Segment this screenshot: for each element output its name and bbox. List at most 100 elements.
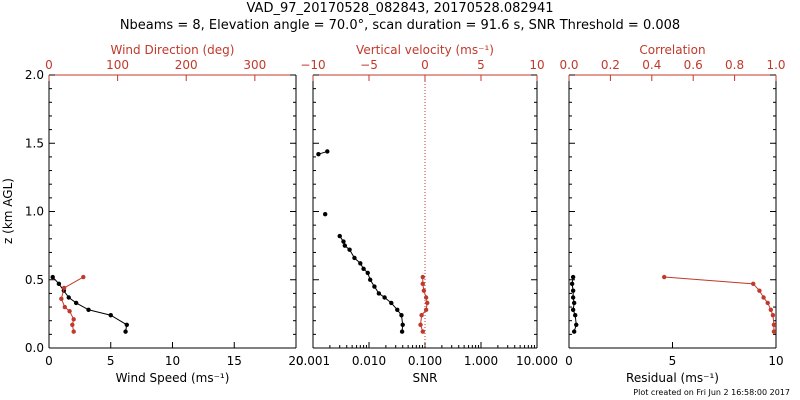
panel1-xtick-label: 0.100 <box>408 354 442 368</box>
panel1-xtick-label: 0.010 <box>352 354 386 368</box>
panel0-series-1-point <box>70 322 75 327</box>
panel1-series-2-point <box>361 266 366 272</box>
panel1-xtick-label: 10.000 <box>516 354 558 368</box>
chart-title-line2: Nbeams = 8, Elevation angle = 70.0°, sca… <box>119 18 681 33</box>
panel2-series-0-point <box>571 329 577 334</box>
panel0-top-xtick-label: 300 <box>243 58 266 72</box>
panel0-top-xtick-label: 200 <box>175 58 198 72</box>
panel1-series-2-point <box>395 307 400 312</box>
panel1-top-xtick-label: −10 <box>300 58 325 72</box>
panel2-series-1-line <box>664 276 775 332</box>
panel2-series-1-point <box>757 288 762 293</box>
panel2-series-1-point <box>751 281 756 287</box>
panel2-series-1-point <box>662 274 667 280</box>
panel2-xtick-label: 10 <box>768 354 783 368</box>
panel2-series-0-point <box>570 274 576 280</box>
panel2-series-1-point <box>770 313 776 318</box>
panel0-series-1-point <box>59 296 64 302</box>
panel2-xlabel: Residual (ms⁻¹) <box>626 371 719 385</box>
panel0-series-1-point <box>67 308 72 314</box>
panel2-xtick-label: 0 <box>565 354 573 368</box>
panel0-series-0-point <box>66 295 71 300</box>
panel0-series-1-point <box>71 317 76 322</box>
y-tick-label: 1.5 <box>25 136 44 150</box>
panel1-top-xtick-label: −5 <box>360 58 378 72</box>
panel1-series-1-point <box>322 212 328 217</box>
chart-title-line1: VAD_97_20170528_082843, 20170528.082941 <box>246 1 554 16</box>
panel1-series-3-point <box>418 322 423 327</box>
panel0-series-1-point <box>62 304 67 310</box>
panel1-series-2-point <box>342 243 348 248</box>
panel2-series-0-point <box>571 300 577 306</box>
panel1-top-xlabel: Vertical velocity (ms⁻¹) <box>356 43 494 57</box>
panel0-series-0-point <box>124 322 130 327</box>
panel0-xlabel: Wind Speed (ms⁻¹) <box>116 371 230 385</box>
panel1-series-2-point <box>365 270 370 276</box>
panel1-series-2-point <box>389 300 394 306</box>
panel0-xtick-label: 5 <box>107 354 115 368</box>
panel2-top-xtick-label: 0.4 <box>642 58 661 72</box>
panel1-series-3-point <box>421 288 427 293</box>
panel2-series-0-point <box>573 313 578 318</box>
panel1-xlabel: SNR <box>413 371 438 385</box>
y-tick-label: 0.0 <box>25 341 44 355</box>
panel0-xtick-label: 0 <box>45 354 53 368</box>
panel1-series-2-point <box>367 277 373 282</box>
panel1-series-3-point <box>420 274 425 280</box>
panel0-series-0-point <box>86 307 91 312</box>
panel1-xtick-label: 1.000 <box>464 354 498 368</box>
panel0-series-0-point <box>56 281 62 287</box>
panel0-top-xtick-label: 100 <box>106 58 129 72</box>
panel1-series-2-point <box>341 239 346 244</box>
panel2-series-0-point <box>574 322 579 327</box>
panel0-top-xtick-label: 0 <box>45 58 53 72</box>
panel1-top-xtick-label: 5 <box>477 58 485 72</box>
panel1-series-2-point <box>399 329 405 334</box>
panel2-top-xtick-label: 0.2 <box>601 58 620 72</box>
panel0-xtick-label: 20 <box>288 354 303 368</box>
panel1-series-0-point <box>316 151 321 157</box>
plot-created-footer: Plot created on Fri Jun 2 16:58:00 2017 <box>633 388 790 397</box>
panel0-series-1-point <box>81 274 86 280</box>
panel0-series-1-point <box>61 285 67 291</box>
panel1-series-2-point <box>337 233 342 239</box>
panel1-series-2-point <box>372 284 377 289</box>
panel1-series-3-point <box>423 307 429 312</box>
panel1-series-2-point <box>376 291 382 296</box>
panel2-series-1-point <box>771 329 777 334</box>
panel0-series-1-point <box>71 329 76 334</box>
panel0-series-0-point <box>50 274 55 280</box>
panel2-series-0-point <box>570 307 576 312</box>
panel1-series-2-point <box>382 295 387 300</box>
panel0-series-0-point <box>73 300 79 306</box>
panel1-series-0-point <box>325 149 330 154</box>
panel1-series-2-point <box>399 313 404 318</box>
panel1-series-3-point <box>419 313 424 318</box>
panel1-series-3-point <box>423 295 429 300</box>
panel2-top-xlabel: Correlation <box>639 43 705 57</box>
panel2-series-0-point <box>569 281 575 287</box>
panel2-top-xtick-label: 0.6 <box>684 58 703 72</box>
y-tick-label: 0.5 <box>25 273 44 287</box>
panel1-series-3-point <box>420 329 425 334</box>
panel0-top-xlabel: Wind Direction (deg) <box>111 43 235 57</box>
panel2-top-xtick-label: 1.0 <box>766 58 785 72</box>
panel2-series-1-point <box>768 307 774 312</box>
panel1-series-2-point <box>347 247 352 252</box>
panel2-top-xtick-label: 0.8 <box>725 58 744 72</box>
panel0-xtick-label: 10 <box>165 354 180 368</box>
panel1-series-2-point <box>400 322 405 327</box>
panel2-series-1-point <box>761 295 766 300</box>
panel2-top-xtick-label: 0.0 <box>559 58 578 72</box>
panel1-series-2-point <box>358 261 363 266</box>
panel0-series-0-point <box>108 313 113 318</box>
panel2-xtick-label: 5 <box>669 354 677 368</box>
y-axis-label: z (km AGL) <box>1 178 15 244</box>
panel1-xtick-label: 0.001 <box>296 354 330 368</box>
panel1-series-3-point <box>425 300 430 306</box>
panel0-xtick-label: 15 <box>227 354 242 368</box>
panel1-series-2-point <box>352 255 357 261</box>
panel1-top-xtick-label: 10 <box>529 58 544 72</box>
panel1-top-xtick-label: 0 <box>421 58 429 72</box>
y-tick-label: 1.0 <box>25 205 44 219</box>
